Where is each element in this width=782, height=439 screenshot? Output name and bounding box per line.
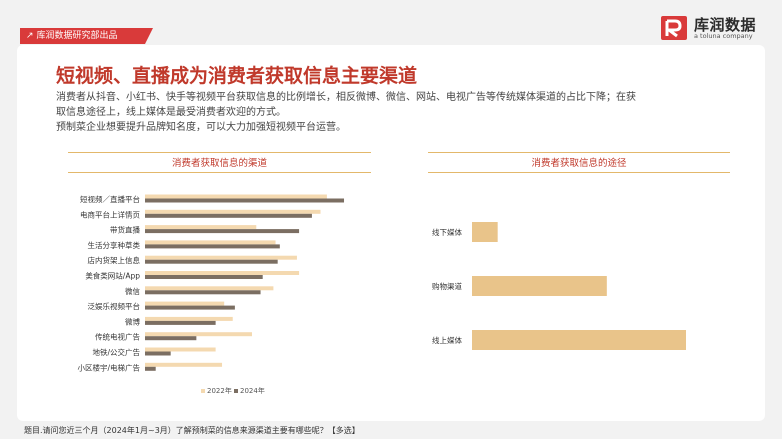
company-logo: 库润数据 a toluna company (660, 14, 772, 42)
bar-2022 (145, 332, 252, 337)
page-title: 短视频、直播成为消费者获取信息主要渠道 (56, 65, 418, 87)
bar-2022 (145, 301, 225, 306)
bar-2024 (145, 259, 278, 264)
brand-tag: ↗ 库润数据研究部出品 (20, 28, 153, 44)
bar-2022 (145, 286, 274, 291)
legend-swatch-2022 (201, 389, 205, 393)
legend-label-2024: 2024年 (240, 386, 265, 395)
category-label: 小区楼宇/电梯广告 (77, 362, 140, 372)
route-chart-title: 消费者获取信息的途径 (428, 152, 730, 173)
bar-2024 (145, 213, 312, 218)
arrow-icon: ↗ (26, 31, 34, 41)
bar-2024 (145, 244, 280, 249)
category-label: 微信 (125, 286, 140, 296)
route-bar (472, 330, 686, 350)
bar-2024 (145, 351, 171, 356)
category-label: 传统电视广告 (95, 332, 140, 342)
route-category-label: 线下媒体 (432, 227, 462, 237)
bar-2024 (145, 198, 345, 203)
bar-2024 (145, 290, 261, 295)
bar-2022 (145, 255, 297, 260)
bar-2022 (145, 347, 216, 352)
bar-2022 (145, 316, 233, 321)
category-label: 泛娱乐视频平台 (88, 301, 141, 311)
legend-swatch-2024 (234, 389, 238, 393)
brand-tag-label: 库润数据研究部出品 (36, 31, 118, 41)
logo-icon (661, 16, 687, 40)
category-label: 地铁/公交广告 (92, 347, 140, 357)
category-label: 电商平台上详情页 (80, 209, 140, 219)
description-line-1: 消费者从抖音、小红书、快手等视频平台获取信息的比例增长，相反微博、微信、网站、电… (56, 92, 636, 103)
legend-label-2022: 2022年 (207, 386, 232, 395)
bar-2022 (145, 225, 257, 230)
description-line-2: 取信息途径上，线上媒体是最受消费者欢迎的方式。 (56, 107, 286, 118)
category-label: 微博 (125, 316, 140, 326)
category-label: 店内货架上信息 (88, 255, 141, 265)
content-card (17, 45, 765, 421)
channel-chart-title: 消费者获取信息的渠道 (68, 152, 371, 173)
bar-2022 (145, 271, 300, 275)
category-label: 美食类网站/App (85, 271, 140, 281)
bar-2024 (145, 305, 235, 310)
category-label: 生活分享种草类 (88, 240, 141, 250)
description-line-3: 预制菜企业想要提升品牌知名度，可以大力加强短视频平台运营。 (56, 122, 346, 133)
description: 消费者从抖音、小红书、快手等视频平台获取信息的比例增长，相反微博、微信、网站、电… (56, 90, 726, 135)
route-bar (472, 222, 498, 242)
bar-2022 (145, 362, 223, 367)
logo-subtitle: a toluna company (694, 32, 753, 40)
category-label: 带货直播 (110, 225, 140, 235)
bar-2022 (145, 194, 327, 199)
bar-2024 (145, 336, 197, 341)
logo-name: 库润数据 (694, 16, 757, 34)
bar-2024 (145, 366, 156, 371)
footnote: 题目.请问您近三个月（2024年1月~3月）了解预制菜的信息来源渠道主要有哪些呢… (24, 426, 360, 435)
route-category-label: 购物渠道 (432, 281, 462, 291)
bar-2022 (145, 240, 276, 245)
bar-2024 (145, 275, 263, 279)
bar-2024 (145, 320, 216, 325)
route-bar (472, 276, 607, 296)
route-category-label: 线上媒体 (432, 335, 462, 345)
channel-chart: 短视频／直播平台电商平台上详情页带货直播生活分享种草类店内货架上信息美食类网站/… (77, 194, 345, 395)
bar-2022 (145, 209, 321, 214)
bar-2024 (145, 229, 300, 234)
category-label: 短视频／直播平台 (80, 194, 140, 204)
